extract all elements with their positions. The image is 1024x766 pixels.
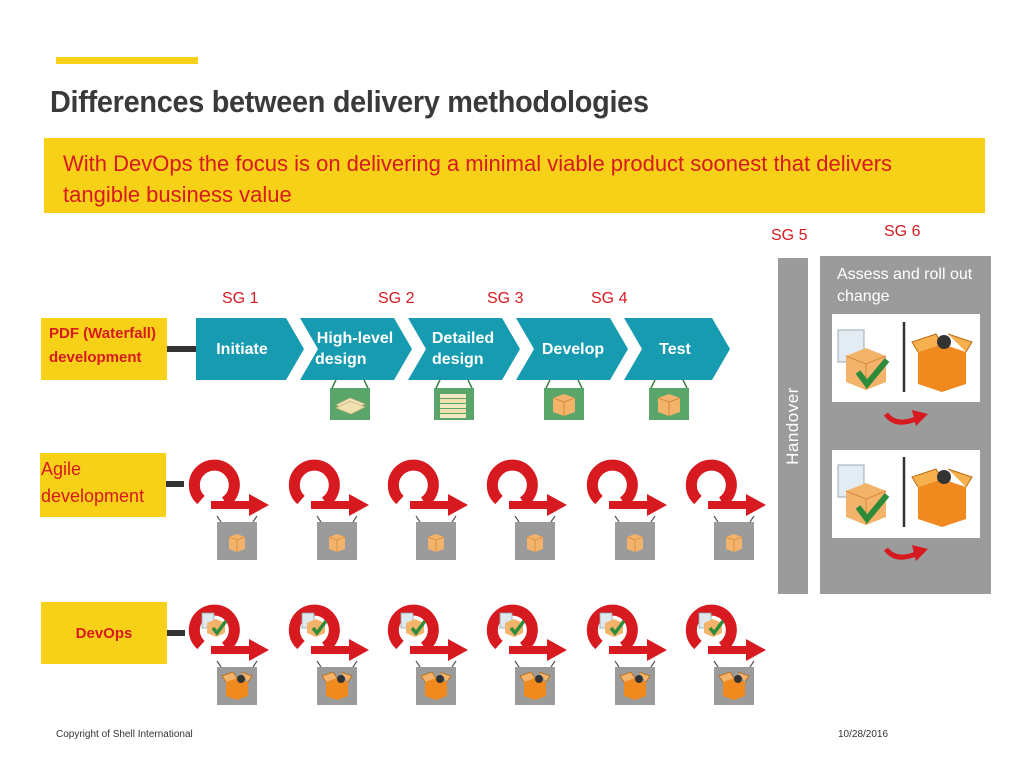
phase-label-design-a: design <box>315 351 367 368</box>
sg-label-2: SG 2 <box>378 290 415 307</box>
phase-chevron-develop: Develop <box>516 318 628 380</box>
checkmark-icon <box>509 619 526 636</box>
open-box-icon <box>425 678 447 700</box>
sg-label-4: SG 4 <box>591 290 628 307</box>
title-accent-bar <box>56 57 198 64</box>
box-icon <box>207 619 225 637</box>
checkmark-icon <box>609 619 626 636</box>
checkmark-icon <box>211 619 228 636</box>
agile-connector <box>166 481 184 487</box>
waterfall-connector <box>167 346 197 352</box>
row-label-devops-text: DevOps <box>75 624 133 642</box>
paper-stack-icon <box>434 388 474 420</box>
phase-label-detailed-design: Detailed design <box>418 318 508 380</box>
checkmark-icon <box>311 619 328 636</box>
phase-label-high-level: High-level <box>316 330 394 347</box>
cycle-arrow-icon <box>387 604 468 705</box>
devops-connector <box>167 630 185 636</box>
rollout-illustration <box>837 457 973 561</box>
cycle-arrow-icon <box>188 604 269 705</box>
cycle-arrow-icon <box>883 547 920 560</box>
paper-stack-icon <box>330 388 370 420</box>
focus-banner: With DevOps the focus is on delivering a… <box>44 138 985 213</box>
sg-label-5: SG 5 <box>771 227 808 244</box>
phase-label-design-b: design <box>432 351 484 368</box>
footer-date: 10/28/2016 <box>838 729 889 740</box>
checkmark-icon <box>708 619 725 636</box>
phase-label-initiate: Initiate <box>216 340 268 358</box>
cycle-arrow-icon <box>486 459 567 560</box>
cycle-arrow-icon <box>188 459 269 560</box>
cycle-arrow-icon <box>288 604 369 705</box>
box-icon <box>704 619 722 637</box>
checkmark-icon <box>410 619 427 636</box>
phase-label-develop: Develop <box>541 340 605 358</box>
banner-text: With DevOps the focus is on delivering a… <box>63 151 893 207</box>
box-icon <box>406 619 424 637</box>
open-box-icon <box>624 678 646 700</box>
phase-label-high-level-design: High-level design <box>310 318 400 380</box>
phase-chevron-test: Test <box>624 318 730 380</box>
footer-copyright: Copyright of Shell International <box>56 729 193 740</box>
row-label-devops: DevOps <box>41 602 167 664</box>
handover-bar: Handover <box>778 258 808 594</box>
cycle-arrow-icon <box>586 604 667 705</box>
cycle-arrow-icon <box>586 459 667 560</box>
box-icon <box>605 619 623 637</box>
sg-label-6: SG 6 <box>884 223 921 240</box>
box-icon <box>649 388 689 420</box>
open-box-icon <box>918 344 966 392</box>
row-label-agile: Agile development <box>40 453 166 517</box>
checkmark-icon <box>855 493 890 524</box>
sg6-caption: Assess and roll out change <box>837 266 973 305</box>
open-box-icon <box>723 678 745 700</box>
row-label-agile-text: Agile development <box>41 459 145 506</box>
cycle-arrow-icon <box>387 459 468 560</box>
cycle-arrow-icon <box>685 459 766 560</box>
row-label-waterfall-text: PDF (Waterfall) development <box>49 325 156 366</box>
rollout-illustration <box>837 322 973 426</box>
cycle-arrow-icon <box>685 604 766 705</box>
open-box-icon <box>918 479 966 527</box>
phase-chevron-initiate: Initiate <box>196 318 304 380</box>
phase-chevron-detailed-design: Detailed design <box>408 318 520 380</box>
box-icon <box>307 619 325 637</box>
open-box-icon <box>326 678 348 700</box>
row-label-waterfall: PDF (Waterfall) development <box>41 318 167 380</box>
box-icon <box>544 388 584 420</box>
cycle-arrow-icon <box>288 459 369 560</box>
sg-label-3: SG 3 <box>487 290 524 307</box>
phase-label-test: Test <box>659 340 691 358</box>
open-box-icon <box>226 678 248 700</box>
cycle-arrow-icon <box>883 412 920 425</box>
box-icon <box>505 619 523 637</box>
open-box-icon <box>524 678 546 700</box>
checkmark-icon <box>855 358 890 389</box>
phase-chevron-high-level-design: High-level design <box>300 318 412 380</box>
sg-label-1: SG 1 <box>222 290 259 307</box>
slide-title: Differences between delivery methodologi… <box>50 84 649 119</box>
cycle-arrow-icon <box>486 604 567 705</box>
phase-label-detailed: Detailed <box>431 330 495 347</box>
